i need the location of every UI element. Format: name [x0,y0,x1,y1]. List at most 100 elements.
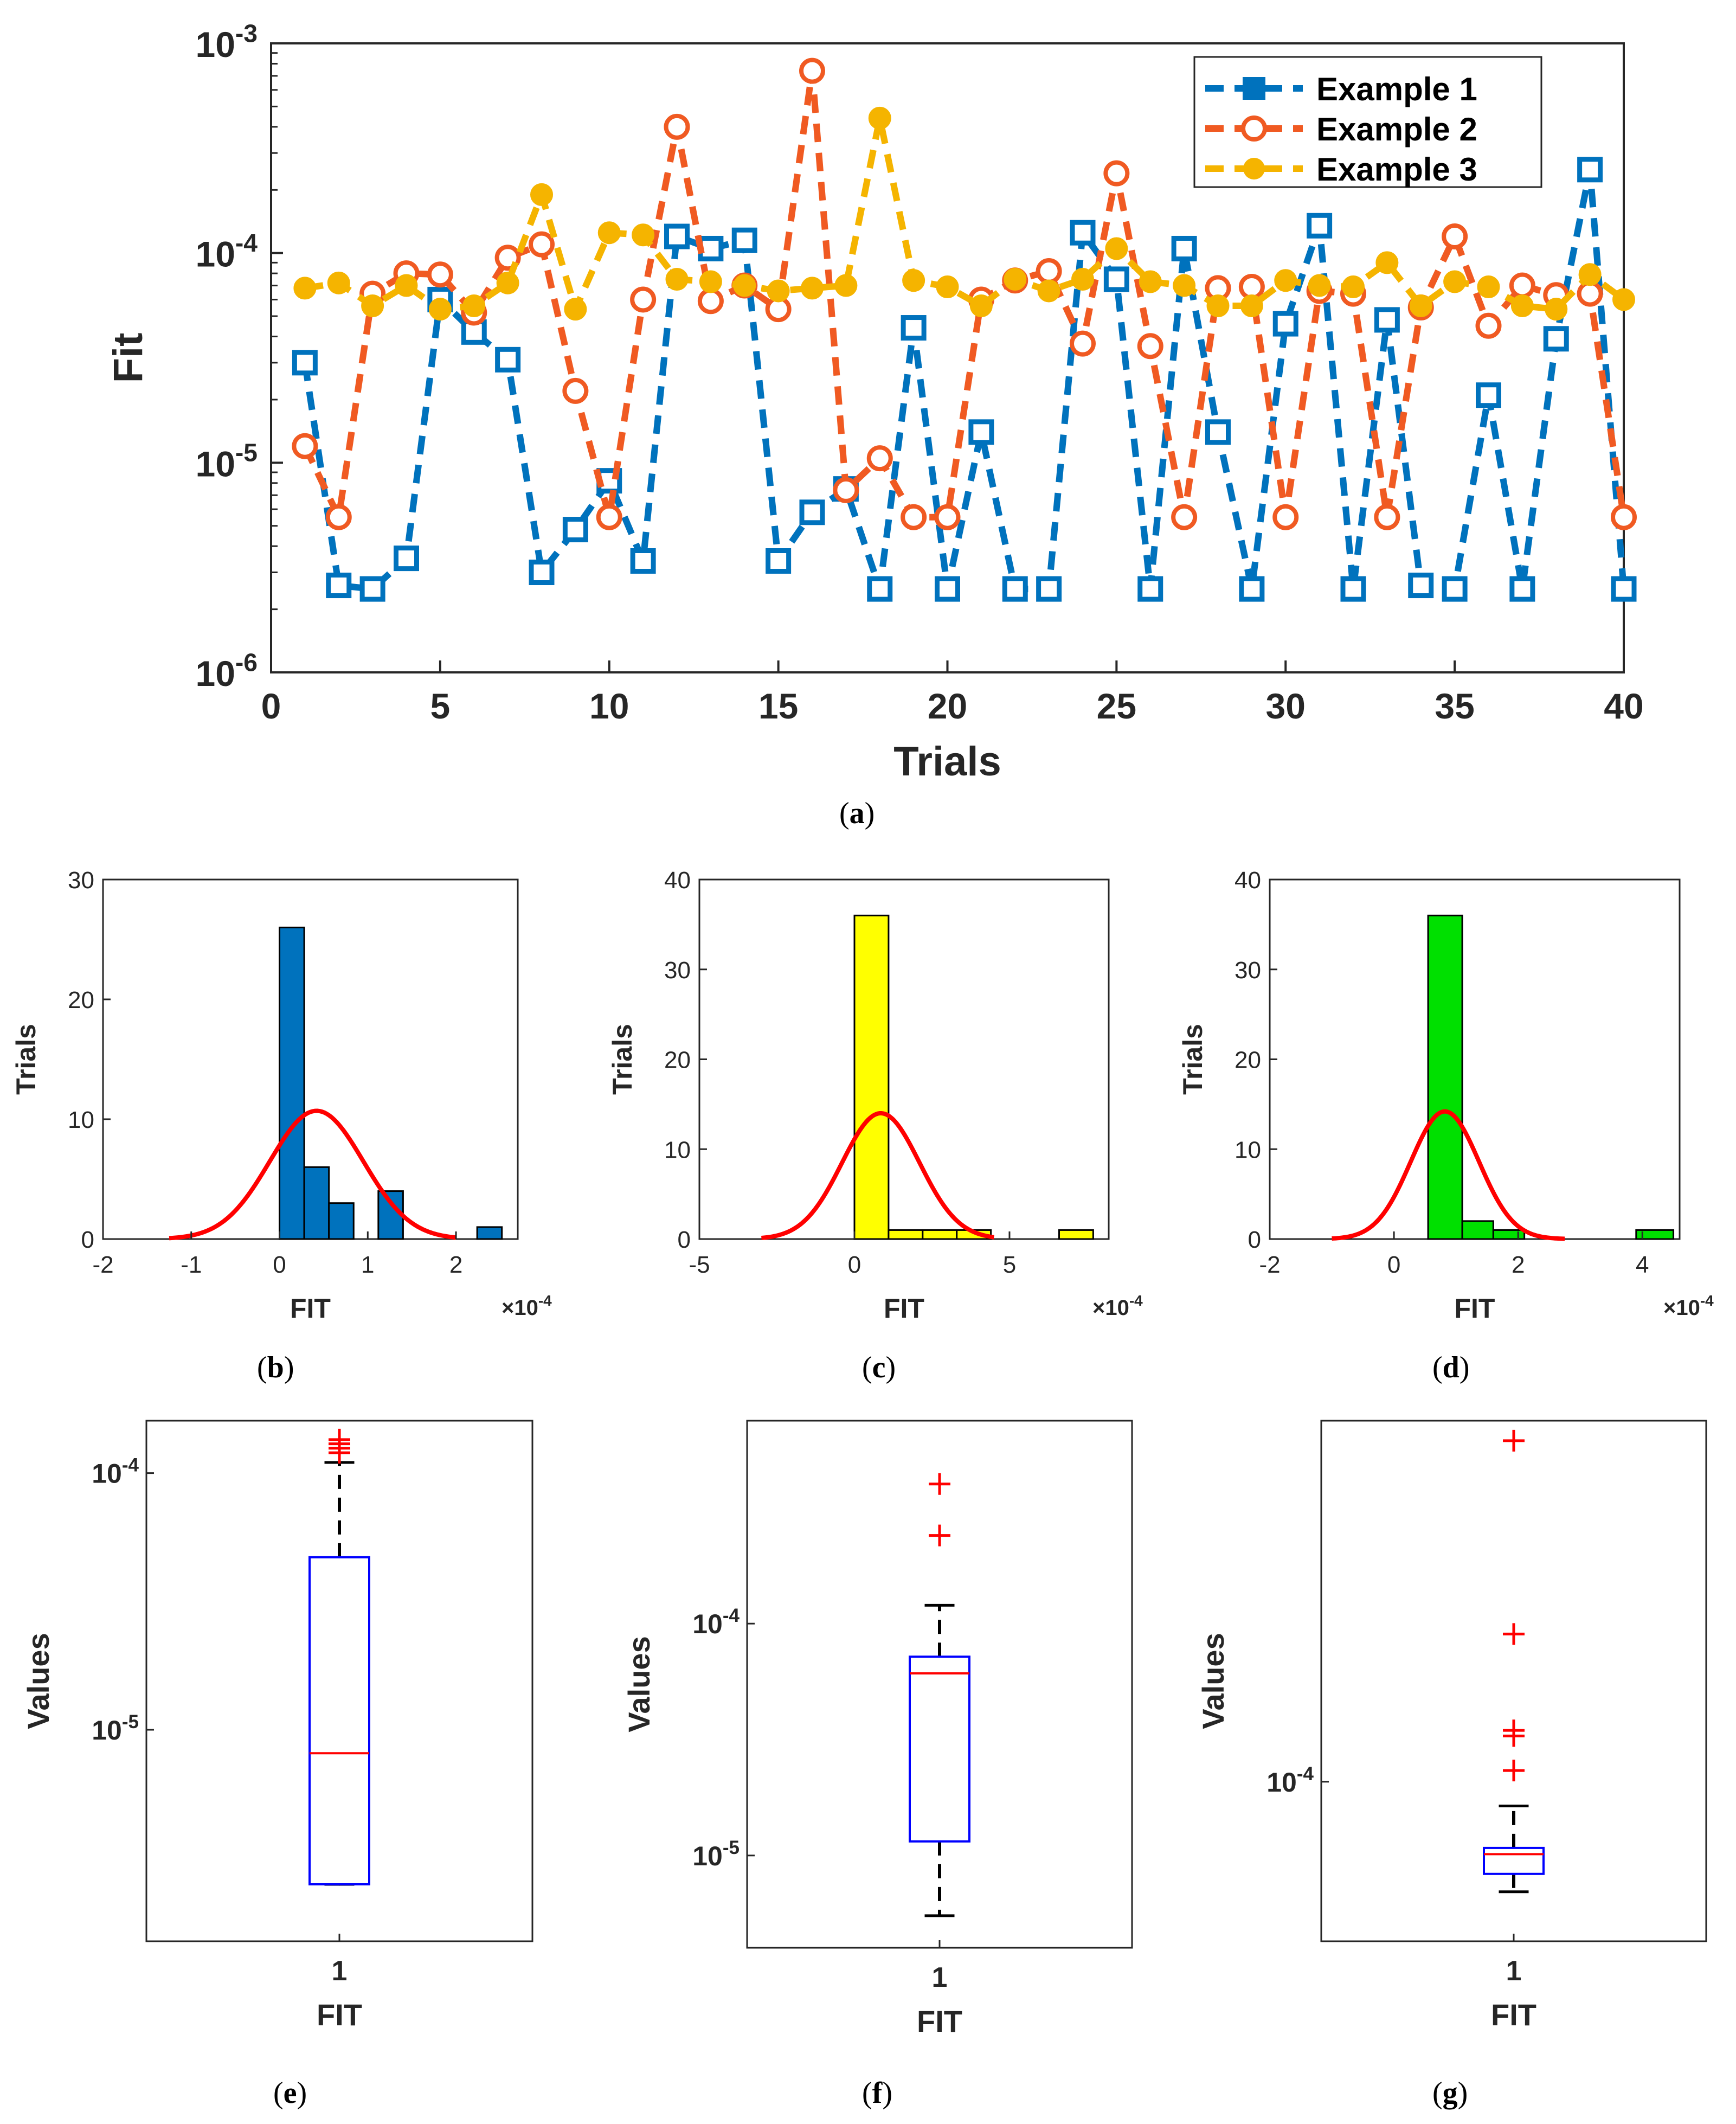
x-axis-label-b: FIT [290,1293,331,1324]
histogram-bar [888,1229,924,1240]
x-tick-label-a: 20 [928,686,967,726]
x-axis-label-f: FIT [917,2004,962,2038]
point-example-1 [1239,576,1265,602]
point-example-3 [1071,267,1094,291]
point-example-2 [630,286,657,313]
histogram-bar [279,926,305,1240]
point-example-3 [868,106,891,130]
caption-a: (a) [839,797,875,830]
point-example-2 [799,57,825,84]
point-example-2 [1577,280,1603,307]
legend-marker-2 [1241,115,1267,142]
point-example-2 [1374,504,1400,530]
point-example-3 [1409,294,1432,318]
outlier-marker [1503,1429,1525,1452]
x-axis-label-g: FIT [1491,1998,1536,2032]
point-example-1 [968,419,994,445]
x-tick-label-a: 25 [1097,686,1136,726]
point-example-3 [1274,269,1297,292]
y-axis-label-d: Trials [1178,1024,1208,1095]
x-tick-label-a: 0 [261,686,281,726]
y-tick-label-c: 40 [664,867,691,894]
x-tick-label-b: 1 [361,1252,374,1278]
x-axis-label-d: FIT [1455,1293,1495,1324]
point-example-2 [1475,312,1502,339]
point-example-2 [1611,504,1637,530]
outlier-marker [929,1473,950,1495]
point-example-1 [1272,311,1298,337]
series-line-1 [301,169,1627,593]
histogram-bar [922,1229,958,1240]
y-tick-label-b: 0 [81,1227,94,1253]
y-tick-label-a: 10-3 [196,19,258,65]
point-example-1 [766,548,792,574]
plot-frame-d [1269,878,1681,1240]
point-example-3 [1342,275,1365,298]
caption-f: (f) [862,2076,892,2110]
point-example-3 [1240,294,1263,318]
caption-e: (e) [273,2076,307,2110]
point-example-1 [1036,576,1062,602]
point-example-1 [1340,576,1366,602]
point-example-2 [934,504,961,530]
point-example-2 [697,288,724,315]
point-example-1 [359,576,385,602]
point-example-1 [901,315,927,341]
point-example-2 [664,113,690,140]
caption-g: (g) [1432,2076,1468,2110]
point-example-3 [1375,251,1399,274]
y-tick-label-d: 30 [1235,957,1261,984]
y-axis-label-g: Values [1196,1633,1230,1729]
point-example-3 [597,221,621,245]
outlier-marker [929,1524,950,1547]
x-tick-label-a: 10 [589,686,629,726]
x-tick-label-d: 2 [1512,1252,1525,1278]
point-example-1 [1577,157,1603,183]
point-example-3 [462,294,486,318]
histogram-bar [853,914,890,1240]
series-line-2 [301,70,1627,528]
point-example-2 [562,377,589,404]
point-example-2 [427,261,453,288]
x-tick-label-a: 30 [1266,686,1306,726]
normal-fit-curve [169,1108,456,1241]
y-tick-label-f: 10-5 [692,1837,740,1871]
legend-marker-3 [1243,158,1265,179]
y-tick-label-g: 10-4 [1266,1763,1314,1798]
point-example-1 [1543,326,1569,352]
legend-label-3: Example 3 [1316,151,1477,188]
y-tick-label-c: 20 [664,1047,691,1074]
point-example-2 [596,504,622,530]
histogram-bar [1058,1229,1094,1240]
point-example-3 [969,294,993,318]
y-tick-label-b: 30 [68,867,94,894]
x-tick-label-a: 15 [758,686,798,726]
point-example-2 [1509,272,1535,299]
point-example-2 [1070,330,1096,357]
point-example-2 [292,433,318,459]
point-example-1 [1374,307,1400,333]
point-example-3 [1105,237,1128,260]
point-example-2 [1103,160,1130,187]
point-example-3 [1037,279,1060,303]
y-tick-label-d: 40 [1235,867,1261,894]
box-iqr [909,1655,970,1843]
x-tick-label-d: 0 [1387,1252,1400,1278]
caption-c: (c) [862,1351,896,1384]
y-tick-label-a: 10-5 [196,439,258,484]
point-example-3 [1308,274,1331,297]
x-tick-label-b: -2 [92,1252,113,1278]
chart-e: 10-5 10-4 1 FIT Values [21,1420,533,2032]
histogram-bar [476,1226,503,1240]
x-multiplier-c: ×10-4 [1092,1292,1143,1320]
point-example-2 [1137,333,1163,360]
point-example-3 [902,269,925,292]
x-tick-label-a: 35 [1435,686,1474,726]
normal-fit-curve [1332,1109,1565,1241]
x-axis-label-c: FIT [884,1293,924,1324]
point-example-3 [327,271,350,294]
point-example-1 [1307,213,1333,239]
outlier-marker [1503,1623,1525,1645]
